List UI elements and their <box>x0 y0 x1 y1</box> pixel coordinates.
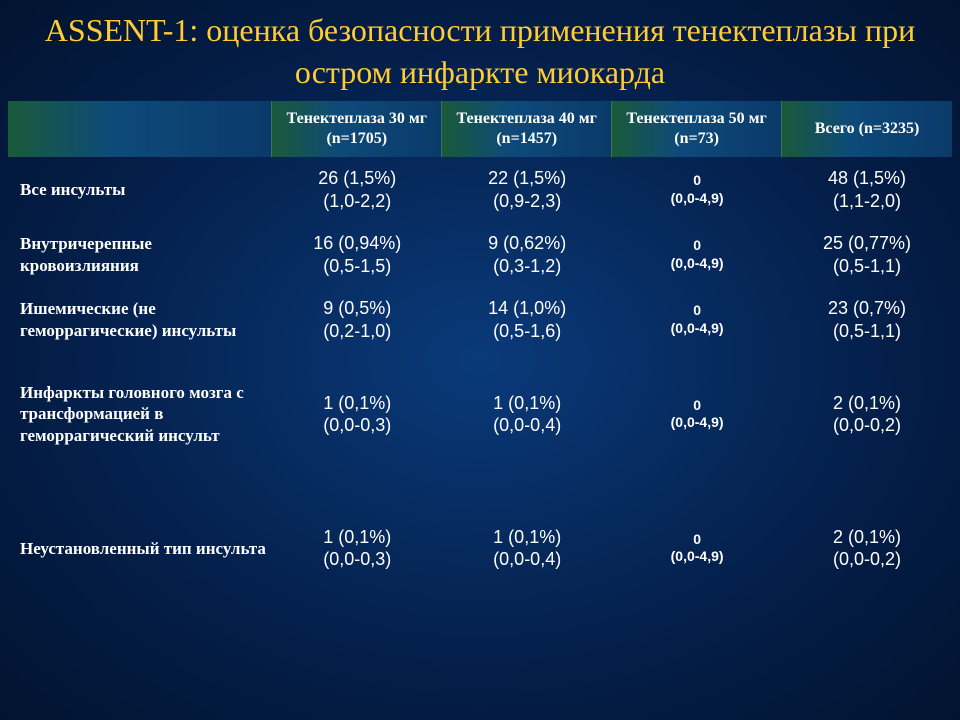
row-label: Внутричерепные кровоизлияния <box>8 222 272 287</box>
header-c3: Тенектеплаза 50 мг (n=73) <box>612 101 782 157</box>
cell-c3: 0 (0,0-4,9) <box>612 287 782 352</box>
cell-c3: 0 (0,0-4,9) <box>612 352 782 466</box>
cell-c1: 16 (0,94%) (0,5-1,5) <box>272 222 442 287</box>
table-header-row: Тенектеплаза 30 мг (n=1705) Тенектеплаза… <box>8 101 952 157</box>
header-c2: Тенектеплаза 40 мг (n=1457) <box>442 101 612 157</box>
table-row: Ишемические (не геморрагические) инсульт… <box>8 287 952 352</box>
slide-title: ASSENT-1: оценка безопасности применения… <box>0 0 960 101</box>
table-row: Внутричерепные кровоизлияния16 (0,94%) (… <box>8 222 952 287</box>
cell-c1: 9 (0,5%) (0,2-1,0) <box>272 287 442 352</box>
cell-c1: 1 (0,1%) (0,0-0,3) <box>272 466 442 581</box>
cell-c4: 2 (0,1%) (0,0-0,2) <box>782 352 952 466</box>
cell-c2: 22 (1,5%) (0,9-2,3) <box>442 157 612 222</box>
table-row: Инфаркты головного мозга с трансформацие… <box>8 352 952 466</box>
cell-c2: 1 (0,1%) (0,0-0,4) <box>442 352 612 466</box>
cell-c2: 14 (1,0%) (0,5-1,6) <box>442 287 612 352</box>
cell-c4: 23 (0,7%) (0,5-1,1) <box>782 287 952 352</box>
cell-c3: 0 (0,0-4,9) <box>612 466 782 581</box>
row-label: Неустановленный тип инсульта <box>8 466 272 581</box>
cell-c3: 0 (0,0-4,9) <box>612 157 782 222</box>
cell-c4: 48 (1,5%) (1,1-2,0) <box>782 157 952 222</box>
cell-c1: 1 (0,1%) (0,0-0,3) <box>272 352 442 466</box>
row-label: Все инсульты <box>8 157 272 222</box>
table-row: Все инсульты26 (1,5%) (1,0-2,2)22 (1,5%)… <box>8 157 952 222</box>
cell-c2: 9 (0,62%) (0,3-1,2) <box>442 222 612 287</box>
cell-c4: 2 (0,1%) (0,0-0,2) <box>782 466 952 581</box>
table-body: Все инсульты26 (1,5%) (1,0-2,2)22 (1,5%)… <box>8 157 952 581</box>
cell-c2: 1 (0,1%) (0,0-0,4) <box>442 466 612 581</box>
row-label: Ишемические (не геморрагические) инсульт… <box>8 287 272 352</box>
header-rowhead <box>8 101 272 157</box>
table-row: Неустановленный тип инсульта1 (0,1%) (0,… <box>8 466 952 581</box>
header-c4: Всего (n=3235) <box>782 101 952 157</box>
cell-c4: 25 (0,77%) (0,5-1,1) <box>782 222 952 287</box>
table-container: Тенектеплаза 30 мг (n=1705) Тенектеплаза… <box>0 101 960 581</box>
cell-c3: 0 (0,0-4,9) <box>612 222 782 287</box>
header-c1: Тенектеплаза 30 мг (n=1705) <box>272 101 442 157</box>
cell-c1: 26 (1,5%) (1,0-2,2) <box>272 157 442 222</box>
row-label: Инфаркты головного мозга с трансформацие… <box>8 352 272 466</box>
data-table: Тенектеплаза 30 мг (n=1705) Тенектеплаза… <box>8 101 952 581</box>
